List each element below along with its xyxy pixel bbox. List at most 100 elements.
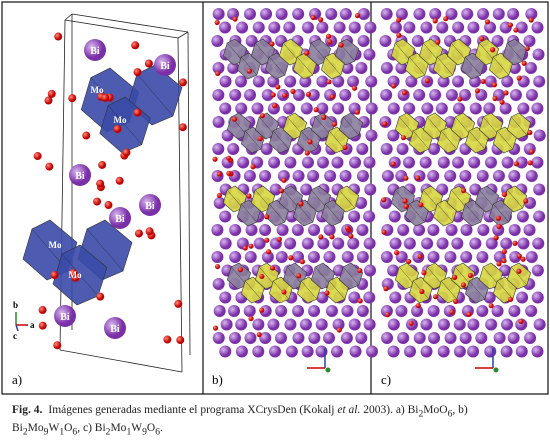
axis — [325, 367, 331, 373]
octahedron-edge — [245, 130, 261, 150]
oxygen — [419, 288, 425, 295]
bismuth — [516, 210, 529, 223]
oxygen — [115, 176, 124, 185]
oxygen — [246, 68, 252, 74]
bismuth — [252, 75, 265, 88]
bismuth — [445, 89, 458, 101]
bismuth — [316, 156, 329, 169]
bismuth — [331, 156, 344, 169]
oxygen — [421, 270, 427, 276]
bismuth — [213, 197, 226, 209]
bismuth — [348, 291, 361, 304]
oxygen — [38, 306, 47, 315]
octahedron-edge — [343, 116, 359, 136]
octahedron-edge — [413, 130, 429, 150]
oxygen — [248, 243, 254, 249]
caption-text: O — [64, 422, 73, 435]
octahedron-edge — [297, 203, 313, 223]
bismuth — [444, 332, 457, 344]
bismuth — [419, 156, 432, 169]
oxygen — [296, 273, 302, 279]
bismuth — [348, 318, 361, 331]
octahedron-edge — [339, 189, 355, 209]
axis-label: c — [13, 331, 17, 341]
octahedron-edge — [395, 42, 411, 62]
octahedron-edge — [455, 116, 471, 136]
bismuth — [476, 170, 489, 182]
oxygen — [246, 193, 252, 199]
octahedron-edge — [479, 42, 495, 62]
bismuth — [467, 21, 480, 34]
bismuth — [397, 224, 410, 236]
bismuth — [508, 170, 521, 182]
oxygen — [281, 289, 287, 295]
bismuth — [420, 21, 433, 34]
oxygen — [489, 47, 496, 53]
bismuth — [219, 291, 232, 304]
bismuth — [212, 62, 225, 74]
atom-label: Mo — [114, 115, 127, 125]
bismuth — [469, 237, 482, 250]
bismuth — [531, 345, 544, 358]
oxygen — [272, 103, 278, 109]
bismuth — [453, 345, 466, 358]
octahedron-edge — [437, 56, 453, 76]
caption: Fig. 4. Imágenes generadas mediante el pr… — [12, 403, 548, 440]
bismuth — [339, 170, 352, 182]
oxygen — [452, 274, 458, 280]
bismuth — [492, 8, 505, 20]
oxygen — [290, 88, 296, 94]
oxygen — [307, 139, 313, 145]
caption-text: , c) Bi — [77, 422, 106, 435]
bismuth — [485, 237, 498, 250]
oxygen — [93, 197, 102, 206]
oxygen — [269, 41, 275, 47]
octahedron-edge — [409, 203, 425, 223]
bismuth — [284, 318, 297, 331]
bismuth — [387, 75, 400, 88]
bismuth — [364, 264, 377, 277]
octahedron-edge — [136, 73, 174, 117]
oxygen — [265, 249, 272, 255]
bismuth — [421, 237, 434, 250]
bismuth — [420, 318, 433, 331]
bismuth — [525, 170, 538, 182]
bismuth — [516, 291, 529, 304]
bismuth — [380, 8, 393, 20]
oxygen — [357, 267, 363, 274]
bismuth — [476, 251, 489, 263]
bismuth — [212, 278, 225, 290]
bismuth — [307, 170, 320, 182]
oxygen — [326, 79, 332, 85]
bismuth — [283, 102, 296, 115]
bismuth — [484, 21, 497, 34]
octahedron-edge — [315, 116, 331, 136]
octahedron-edge — [423, 42, 439, 62]
bismuth — [532, 237, 545, 250]
oxygen — [163, 335, 172, 344]
caption-text: Mo — [27, 422, 44, 435]
oxygen — [467, 272, 474, 279]
bismuth — [437, 318, 450, 331]
octahedron-edge — [399, 266, 415, 286]
oxygen — [396, 32, 402, 38]
oxygen — [133, 68, 142, 77]
oxygen — [327, 39, 333, 45]
bismuth — [533, 318, 546, 331]
bismuth — [533, 129, 546, 142]
caption-text: 2 — [22, 426, 28, 438]
caption-text: et al. — [337, 404, 361, 416]
oxygen — [492, 95, 498, 102]
oxygen — [394, 250, 400, 256]
bismuth — [420, 345, 433, 358]
oxygen — [104, 201, 113, 210]
oxygen — [259, 113, 265, 119]
bismuth — [413, 224, 426, 236]
octahedron-edge — [455, 266, 471, 286]
oxygen — [406, 258, 412, 265]
oxygen — [402, 198, 408, 204]
bismuth — [533, 183, 546, 196]
bismuth — [219, 102, 232, 115]
bismuth — [299, 75, 312, 88]
bismuth — [525, 305, 538, 317]
